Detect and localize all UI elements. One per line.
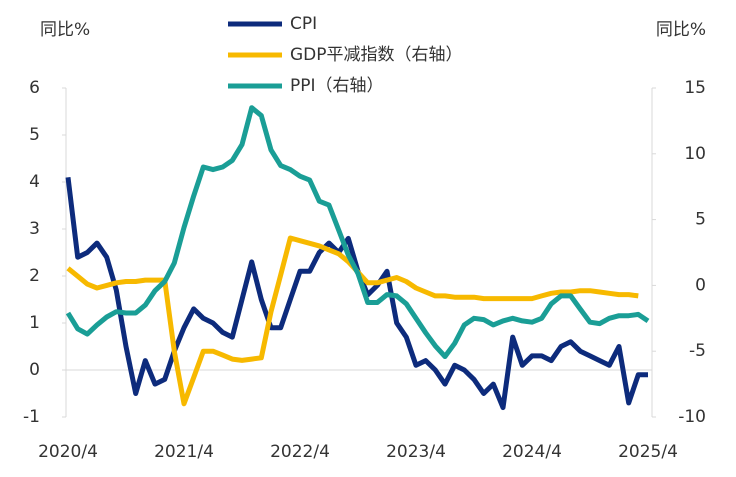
y2-tick-label: 5 [695,210,706,230]
series-line [65,105,650,359]
legend-label: PPI（右轴） [290,76,384,96]
y-tick-label: 5 [29,125,40,145]
x-tick-label: 2025/4 [618,442,678,462]
x-tick-label: 2024/4 [502,442,562,462]
legend-label: CPI [290,14,317,34]
y-tick-label: 1 [29,313,40,333]
y-tick-label: 3 [29,219,40,239]
y-tick-label: 2 [29,266,40,286]
y2-tick-label: 0 [695,275,706,295]
y2-axis-label: 同比% [656,20,706,40]
x-tick-label: 2022/4 [270,442,330,462]
y-tick-label: 0 [29,360,40,380]
y-axis-label: 同比% [40,20,90,40]
y-tick-label: -1 [23,407,40,427]
y-tick-label: 6 [29,78,40,98]
x-tick-label: 2020/4 [38,442,98,462]
legend-label: GDP平减指数（右轴） [290,45,463,65]
y2-tick-label: 15 [684,78,706,98]
y2-tick-label: 10 [684,144,706,164]
x-tick-label: 2021/4 [154,442,214,462]
y2-tick-label: -5 [689,341,706,361]
y2-tick-label: -10 [678,407,706,427]
x-tick-label: 2023/4 [386,442,446,462]
y-tick-label: 4 [29,172,40,192]
